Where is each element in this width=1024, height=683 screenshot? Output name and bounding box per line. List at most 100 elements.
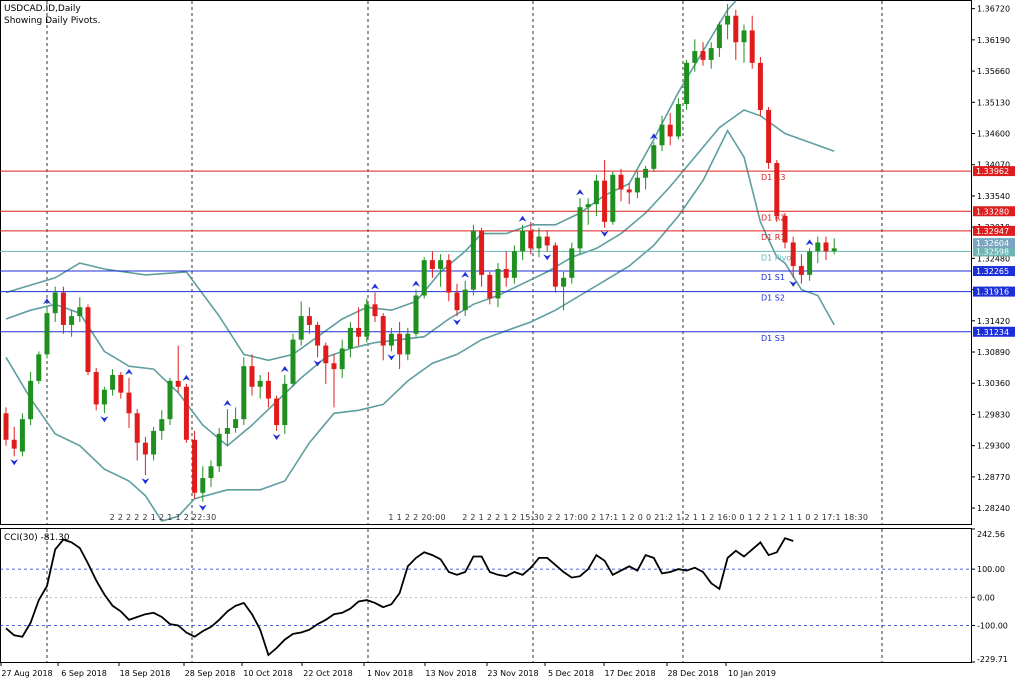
price-tick-label: 1.32480 — [977, 254, 1010, 263]
fractal-markers — [10, 0, 814, 511]
fractal-up-icon — [371, 283, 379, 290]
current-price-box — [973, 238, 1015, 249]
cci-line — [5, 537, 794, 657]
candle-body — [298, 316, 304, 340]
candle-body — [118, 374, 124, 393]
candle-body — [126, 392, 132, 414]
chart-subtitle: Showing Daily Pivots. — [4, 16, 100, 26]
candle-body — [183, 386, 189, 440]
candle-body — [643, 168, 649, 178]
vertical-grid — [46, 1, 883, 662]
candle-body — [700, 51, 706, 60]
pivot-label: D1 R3 — [761, 173, 785, 182]
candle-body — [77, 307, 83, 317]
candle-body — [741, 30, 747, 43]
candle-body — [233, 419, 239, 428]
candle-body — [815, 242, 821, 252]
price-axis: 1.36720 1.36190 1.35660 1.35130 1.34600 1.340… — [971, 5, 1010, 513]
cci-panel-frame — [0, 528, 972, 663]
candle-body — [192, 439, 198, 493]
candle-body — [462, 289, 468, 311]
cci-title: CCI(30) -81.30 — [4, 533, 70, 543]
cci-tick-label: 0.00 — [977, 593, 995, 602]
candle-body — [142, 442, 148, 455]
candle-body — [36, 354, 42, 381]
time-tick-label: 23 Nov 2018 — [487, 669, 538, 678]
price-tick-label: 1.28240 — [977, 504, 1010, 513]
fractal-down-icon — [600, 230, 609, 237]
candle-body — [684, 62, 690, 105]
price-tick-label: 1.30890 — [977, 348, 1010, 357]
candle-body — [798, 266, 804, 275]
price-tick-label: 1.35660 — [977, 67, 1010, 76]
candle-body — [52, 292, 58, 314]
candle-body — [577, 207, 583, 249]
candle-body — [216, 433, 222, 467]
time-axis: 27 Aug 2018 6 Sep 2018 18 Sep 2018 28 Sep 2… — [0, 662, 776, 678]
candle-body — [69, 316, 75, 325]
cci-axis: 242.56 100.00 0.00 -100.00 -229.71 — [971, 528, 1008, 664]
candle-body — [479, 230, 485, 275]
candle-body — [101, 389, 107, 405]
price-tick-label: 1.34070 — [977, 161, 1010, 170]
price-tag-value: 1.32265 — [976, 267, 1009, 276]
candle-body — [544, 236, 550, 246]
candle-body — [659, 124, 665, 146]
candle-body — [388, 333, 394, 346]
candle-body — [347, 327, 353, 349]
cci-tick-label: -100.00 — [977, 621, 1008, 630]
candle-body — [757, 62, 763, 110]
candle-body — [470, 230, 476, 290]
candle-body — [766, 109, 772, 163]
price-tag-value: 1.31234 — [976, 328, 1009, 337]
fractal-down-icon — [313, 360, 322, 367]
price-tag-value: 1.32947 — [976, 227, 1009, 236]
candle-body — [85, 307, 91, 373]
candle-body — [438, 260, 444, 269]
time-tick-label: 17 Dec 2018 — [604, 669, 655, 678]
pivot-label: D1 S3 — [761, 334, 785, 343]
candle-body — [831, 248, 837, 252]
fractal-down-icon — [453, 319, 461, 326]
price-tag-value: 1.31916 — [976, 288, 1009, 297]
time-tick-label: 28 Dec 2018 — [667, 669, 718, 678]
candlesticks — [3, 3, 837, 502]
price-tick-label: 1.31420 — [977, 317, 1010, 326]
candle-body — [200, 478, 206, 493]
time-tick-label: 18 Sep 2018 — [120, 669, 171, 678]
fractal-up-icon — [280, 365, 289, 372]
candle-body — [823, 242, 829, 252]
price-tag-value: 1.33280 — [976, 207, 1009, 216]
time-tick-label: 1 Nov 2018 — [367, 669, 413, 678]
fractal-down-icon — [543, 254, 552, 261]
cci-panel — [0, 537, 971, 657]
candle-body — [651, 145, 657, 169]
bollinger-middle-line — [5, 109, 835, 447]
candle-body — [667, 124, 673, 137]
candle-body — [356, 327, 362, 337]
price-tick-label: 1.29300 — [977, 442, 1010, 451]
candle-body — [807, 251, 813, 275]
fractal-up-icon — [649, 133, 658, 140]
price-tag-value: 1.32598 — [976, 247, 1009, 256]
price-tick-label: 1.36190 — [977, 36, 1010, 45]
pivot-label: D1 S1 — [761, 273, 785, 282]
candle-body — [3, 413, 9, 440]
candle-body — [224, 427, 230, 434]
fractal-up-icon — [723, 0, 732, 1]
candle-body — [413, 295, 419, 334]
candle-body — [692, 51, 698, 63]
candle-body — [265, 380, 271, 399]
price-tag-box — [973, 266, 1015, 277]
candle-body — [315, 324, 321, 346]
price-tags: 1.33962 1.33280 1.32947 1.32598 1.32265 1.319… — [973, 166, 1015, 337]
price-tick-label: 1.28770 — [977, 473, 1010, 482]
fractal-down-icon — [141, 478, 150, 485]
candle-body — [520, 230, 526, 252]
candle-body — [241, 366, 247, 420]
candle-body — [569, 248, 575, 278]
candle-body — [306, 316, 312, 325]
candle-body — [511, 251, 517, 278]
pivot-label: D1 Pivot — [761, 253, 794, 262]
